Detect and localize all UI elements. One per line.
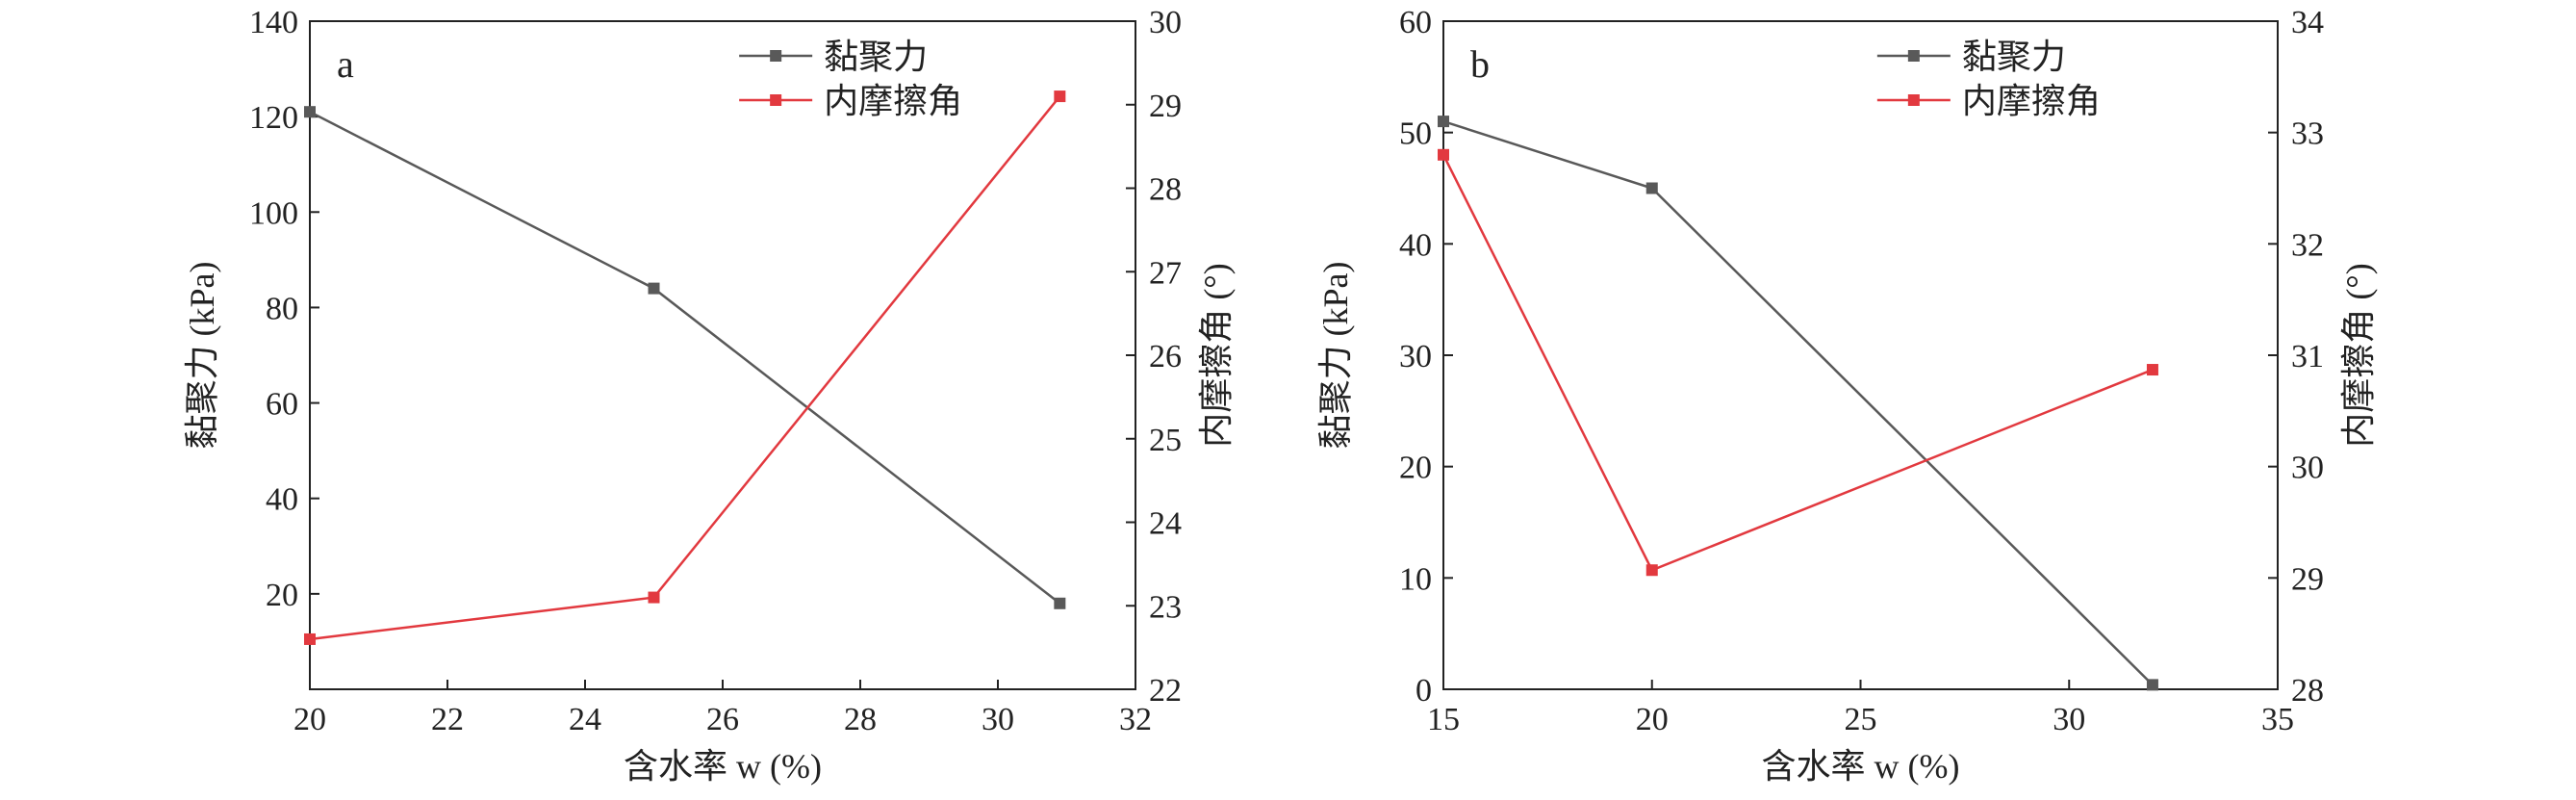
series-line-0 xyxy=(309,111,1061,605)
y2-tick-label: 28 xyxy=(2291,673,2324,709)
x-tick-label: 32 xyxy=(1119,702,1152,737)
data-point-0 xyxy=(1645,182,1658,194)
y-axis-label: 黏聚力 (kPa) xyxy=(1316,262,1355,450)
y-tick-label: 120 xyxy=(249,100,298,136)
data-point-1 xyxy=(1438,148,1449,161)
y-tick-label: 80 xyxy=(266,291,298,326)
y-tick-label: 30 xyxy=(1399,339,1432,374)
legend-marker xyxy=(770,50,782,62)
series-line-1 xyxy=(309,95,1061,641)
chart-panel-b: 15 20 25 30 35 0 10 20 30 40 50 60 28 29 30 31 32 33 34 含水率… xyxy=(1316,5,2378,786)
x-tick-label: 20 xyxy=(293,702,326,737)
x-tick-label: 25 xyxy=(1845,702,1877,737)
y2-tick-label: 24 xyxy=(1149,506,1182,542)
y2-tick-label: 33 xyxy=(2291,116,2324,152)
y2-axis-label: 内摩擦角 (°) xyxy=(1197,263,1236,447)
y-tick-label: 60 xyxy=(266,387,298,423)
series-line-0 xyxy=(1442,119,2154,686)
legend-label: 内摩擦角 xyxy=(824,82,962,120)
x-axis-label: 含水率 w (%) xyxy=(1762,747,1960,786)
data-point-1 xyxy=(1054,90,1066,103)
y2-axis-label: 内摩擦角 (°) xyxy=(2339,263,2378,447)
data-point-1 xyxy=(1645,564,1658,577)
chart-panel-a: 20 22 24 26 28 30 32 20 40 60 80 100 120 140 22 23 24 25 2… xyxy=(183,5,1236,786)
y-tick-label: 0 xyxy=(1416,673,1432,709)
data-point-0 xyxy=(2146,679,2158,691)
y2-tick-label: 34 xyxy=(2291,5,2324,40)
y2-tick-label: 26 xyxy=(1149,339,1182,374)
y-tick-label: 10 xyxy=(1399,561,1432,597)
y2-tick-label: 30 xyxy=(2291,451,2324,486)
data-point-0 xyxy=(1438,116,1449,128)
x-tick-label: 35 xyxy=(2261,702,2294,737)
y-tick-label: 40 xyxy=(266,482,298,518)
legend-label: 黏聚力 xyxy=(824,38,928,76)
x-tick-label: 22 xyxy=(431,702,464,737)
panel-label: a xyxy=(337,42,354,86)
legend-marker xyxy=(1907,50,1920,62)
y2-tick-label: 22 xyxy=(1149,673,1182,709)
y2-tick-label: 30 xyxy=(1149,5,1182,40)
data-point-0 xyxy=(304,106,316,118)
legend-label: 黏聚力 xyxy=(1962,38,2066,76)
y2-tick-label: 31 xyxy=(2291,339,2324,374)
legend-label: 内摩擦角 xyxy=(1962,82,2101,120)
x-tick-label: 26 xyxy=(706,702,739,737)
x-tick-label: 30 xyxy=(982,702,1014,737)
y-tick-label: 60 xyxy=(1399,5,1432,40)
y2-tick-label: 32 xyxy=(2291,227,2324,263)
y-tick-label: 40 xyxy=(1399,227,1432,263)
y-tick-label: 20 xyxy=(1399,451,1432,486)
x-tick-label: 20 xyxy=(1636,702,1669,737)
legend-marker xyxy=(770,94,782,106)
legend-marker xyxy=(1907,94,1920,106)
panel-label: b xyxy=(1470,42,1490,86)
data-point-1 xyxy=(2146,364,2158,376)
y2-tick-label: 28 xyxy=(1149,172,1182,208)
series-line-1 xyxy=(1441,154,2154,572)
data-point-0 xyxy=(1054,597,1066,609)
y2-tick-label: 25 xyxy=(1149,423,1182,458)
x-axis-label: 含水率 w (%) xyxy=(624,747,822,786)
y2-tick-label: 29 xyxy=(2291,561,2324,597)
plot-frame xyxy=(309,20,1136,690)
x-tick-label: 24 xyxy=(569,702,601,737)
y2-tick-label: 29 xyxy=(1149,89,1182,124)
data-point-0 xyxy=(648,282,660,295)
data-point-1 xyxy=(304,632,316,645)
y-tick-label: 140 xyxy=(249,5,298,40)
x-tick-label: 28 xyxy=(844,702,877,737)
x-tick-label: 15 xyxy=(1427,702,1460,737)
y2-tick-label: 27 xyxy=(1149,255,1182,291)
x-tick-label: 30 xyxy=(2053,702,2085,737)
y-tick-label: 50 xyxy=(1399,116,1432,152)
y2-tick-label: 23 xyxy=(1149,589,1182,625)
plot-frame xyxy=(1442,20,2279,690)
y-tick-label: 20 xyxy=(266,578,298,613)
data-point-1 xyxy=(648,591,660,604)
y-tick-label: 100 xyxy=(249,195,298,231)
y-axis-label: 黏聚力 (kPa) xyxy=(183,262,221,450)
